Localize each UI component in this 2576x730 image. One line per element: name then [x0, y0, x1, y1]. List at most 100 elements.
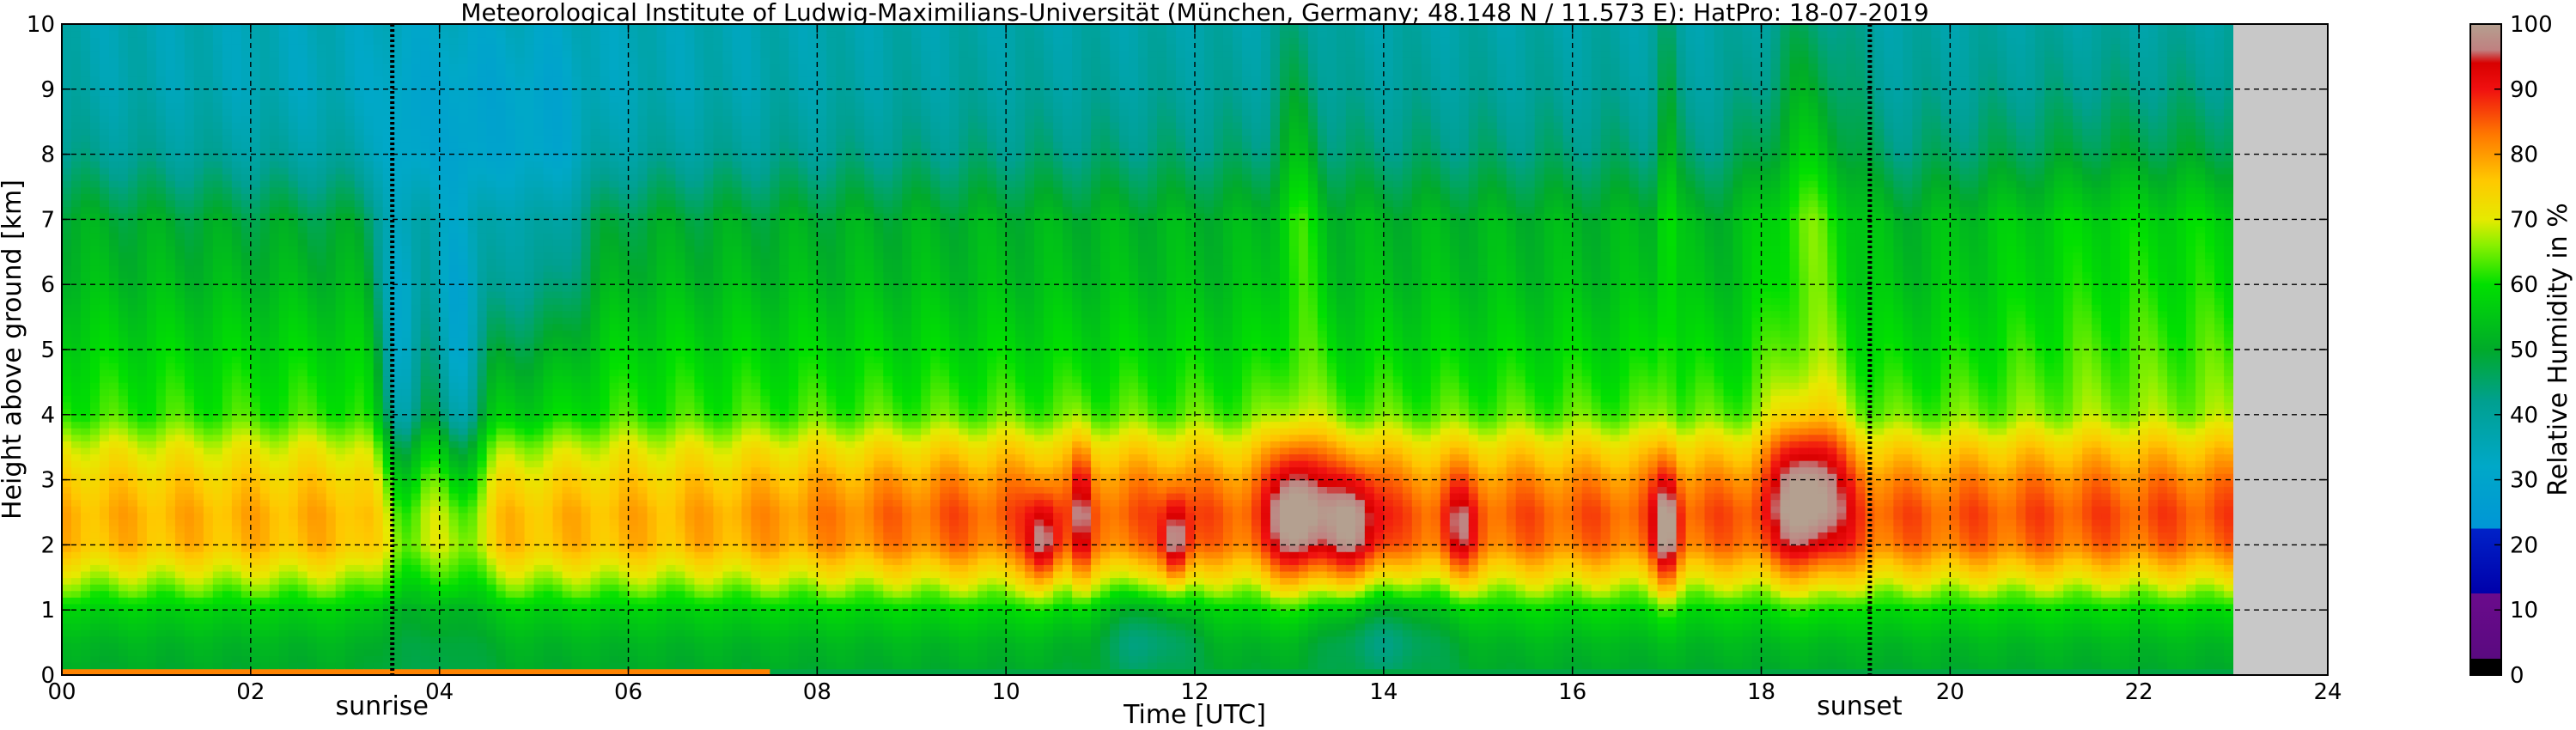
heatmap-cell — [420, 179, 431, 188]
heatmap-cell — [108, 167, 119, 175]
heatmap-cell — [250, 297, 261, 305]
heatmap-cell — [297, 317, 308, 325]
heatmap-cell — [146, 239, 157, 246]
heatmap-cell — [392, 636, 403, 643]
heatmap-cell — [373, 532, 384, 539]
heatmap-cell — [269, 603, 280, 611]
heatmap-cell — [203, 186, 214, 194]
heatmap-cell — [278, 655, 289, 663]
heatmap-cell — [448, 473, 460, 481]
heatmap-cell — [392, 88, 403, 97]
heatmap-cell — [505, 330, 516, 338]
heatmap-cell — [89, 167, 100, 175]
heatmap-cell — [80, 101, 91, 110]
heatmap-cell — [241, 199, 252, 208]
heatmap-cell — [439, 512, 450, 520]
heatmap-cell — [269, 538, 280, 546]
heatmap-cell — [439, 590, 450, 598]
heatmap-cell — [127, 486, 138, 494]
heatmap-cell — [401, 179, 412, 188]
heatmap-cell — [477, 473, 488, 481]
heatmap-cell — [392, 590, 403, 598]
heatmap-cell — [62, 70, 72, 77]
heatmap-cell — [259, 101, 271, 110]
heatmap-cell — [524, 101, 535, 110]
heatmap-cell — [288, 161, 299, 168]
heatmap-cell — [137, 551, 148, 559]
heatmap-cell — [439, 258, 450, 266]
heatmap-cell — [515, 479, 526, 487]
heatmap-cell — [99, 473, 110, 481]
heatmap-cell — [429, 583, 441, 592]
heatmap-cell — [259, 368, 271, 377]
heatmap-cell — [203, 245, 214, 253]
heatmap-cell — [354, 381, 365, 390]
heatmap-cell — [269, 284, 280, 292]
heatmap-cell — [222, 101, 233, 110]
heatmap-cell — [137, 148, 148, 155]
heatmap-cell — [401, 121, 412, 130]
heatmap-cell — [411, 590, 422, 598]
heatmap-cell — [477, 76, 488, 84]
heatmap-cell — [118, 225, 129, 234]
heatmap-cell — [344, 30, 356, 38]
heatmap-cell — [392, 434, 403, 441]
heatmap-cell — [429, 447, 441, 455]
heatmap-cell — [174, 212, 186, 221]
heatmap-cell — [99, 115, 110, 123]
heatmap-cell — [127, 375, 138, 383]
heatmap-cell — [222, 610, 233, 617]
heatmap-cell — [174, 290, 186, 299]
heatmap-cell — [326, 661, 337, 670]
heatmap-cell — [382, 453, 393, 461]
heatmap-cell — [429, 161, 441, 168]
heatmap-cell — [250, 629, 261, 637]
heatmap-cell — [212, 655, 223, 663]
heatmap-cell — [486, 88, 497, 97]
heatmap-cell — [411, 43, 422, 52]
heatmap-cell — [184, 648, 195, 657]
heatmap-cell — [222, 453, 233, 461]
heatmap-cell — [477, 115, 488, 123]
heatmap-cell — [250, 479, 261, 487]
heatmap-cell — [241, 519, 252, 526]
heatmap-cell — [477, 277, 488, 285]
heatmap-cell — [448, 70, 460, 77]
heatmap-cell — [496, 629, 507, 637]
heatmap-cell — [80, 290, 91, 299]
heatmap-cell — [524, 277, 535, 285]
heatmap-cell — [354, 186, 365, 194]
heatmap-cell — [458, 453, 469, 461]
heatmap-cell — [146, 186, 157, 194]
heatmap-cell — [439, 505, 450, 514]
heatmap-cell — [269, 101, 280, 110]
heatmap-cell — [429, 252, 441, 259]
heatmap-cell — [448, 63, 460, 70]
heatmap-cell — [326, 43, 337, 52]
heatmap-cell — [127, 564, 138, 572]
chart-title: Meteorological Institute of Ludwig-Maxim… — [460, 0, 1928, 27]
heatmap-cell — [486, 512, 497, 520]
heatmap-cell — [108, 186, 119, 194]
heatmap-cell — [496, 648, 507, 657]
heatmap-cell — [288, 173, 299, 181]
heatmap-cell — [373, 343, 384, 350]
heatmap-cell — [108, 290, 119, 299]
heatmap-cell — [146, 441, 157, 448]
heatmap-cell — [118, 101, 129, 110]
heatmap-cell — [335, 245, 346, 253]
heatmap-cell — [420, 629, 431, 637]
heatmap-cell — [411, 427, 422, 435]
heatmap-cell — [297, 212, 308, 221]
heatmap-cell — [70, 642, 82, 650]
heatmap-cell — [429, 486, 441, 494]
heatmap-cell — [363, 186, 375, 194]
heatmap-cell — [382, 583, 393, 592]
heatmap-cell — [344, 56, 356, 64]
heatmap-cell — [146, 479, 157, 487]
heatmap-cell — [458, 499, 469, 507]
heatmap-cell — [203, 356, 214, 363]
heatmap-cell — [524, 239, 535, 246]
heatmap-cell — [515, 356, 526, 363]
heatmap-cell — [326, 199, 337, 208]
